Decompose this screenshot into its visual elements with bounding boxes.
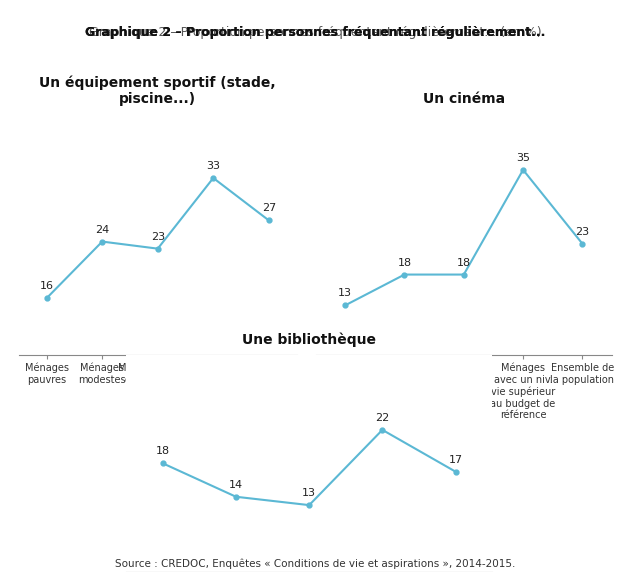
Text: 22: 22 bbox=[375, 413, 389, 423]
Text: 13: 13 bbox=[302, 488, 316, 498]
Text: 24: 24 bbox=[95, 225, 109, 235]
Text: 23: 23 bbox=[151, 232, 165, 242]
Text: Source : CREDOC, Enquêtes « Conditions de vie et aspirations », 2014-2015.: Source : CREDOC, Enquêtes « Conditions d… bbox=[115, 559, 516, 569]
Text: 23: 23 bbox=[575, 227, 589, 237]
Text: 18: 18 bbox=[457, 257, 471, 268]
Title: Un équipement sportif (stade,
piscine...): Un équipement sportif (stade, piscine...… bbox=[39, 76, 276, 106]
Text: 33: 33 bbox=[206, 161, 220, 171]
Text: 18: 18 bbox=[398, 257, 411, 268]
Text: 17: 17 bbox=[449, 455, 463, 464]
Title: Un cinéma: Un cinéma bbox=[423, 92, 505, 106]
Text: 27: 27 bbox=[262, 204, 276, 213]
Text: Graphique 2 – Proportion personnes fréquentant régulièrement...: Graphique 2 – Proportion personnes fréqu… bbox=[85, 26, 546, 39]
Text: Graphique 2 – Proportion personnes fréquentant régulièrement... (en %): Graphique 2 – Proportion personnes fréqu… bbox=[89, 26, 542, 39]
Text: 14: 14 bbox=[229, 480, 243, 490]
Text: 35: 35 bbox=[516, 153, 530, 163]
Title: Une bibliothèque: Une bibliothèque bbox=[242, 332, 376, 347]
Text: 13: 13 bbox=[338, 288, 352, 299]
Text: 16: 16 bbox=[40, 281, 54, 291]
Text: 18: 18 bbox=[156, 446, 170, 456]
Text: Graphique 2 – Proportion personnes fréquentant régulièrement...: Graphique 2 – Proportion personnes fréqu… bbox=[85, 26, 546, 39]
